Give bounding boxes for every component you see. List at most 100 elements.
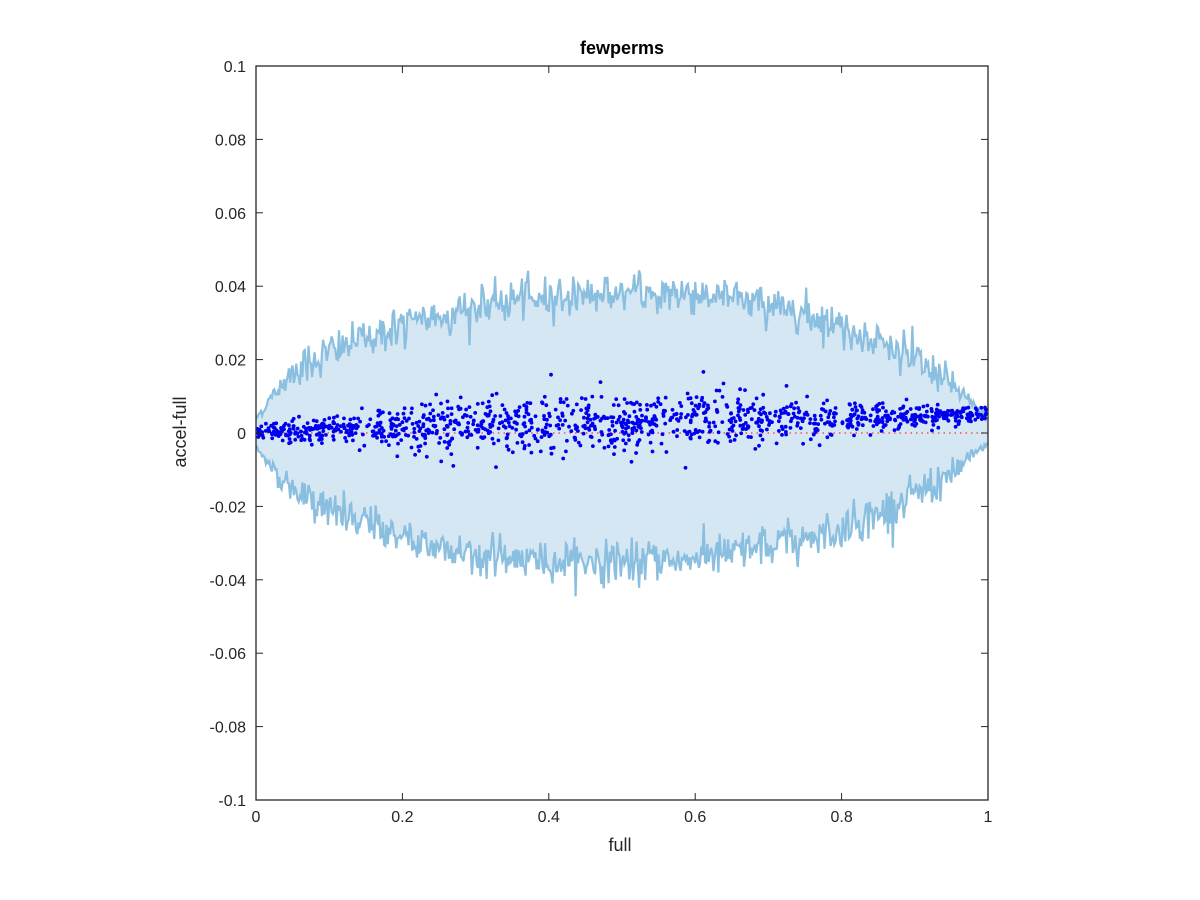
data-point xyxy=(528,401,533,406)
data-point xyxy=(860,415,865,420)
data-point xyxy=(287,437,292,441)
data-point xyxy=(496,426,501,431)
data-point xyxy=(471,422,476,427)
data-point xyxy=(402,406,407,411)
data-point xyxy=(736,397,741,402)
data-point xyxy=(850,407,855,412)
data-point xyxy=(506,414,510,418)
data-point xyxy=(738,387,742,392)
data-point xyxy=(275,429,280,434)
data-point xyxy=(351,426,355,431)
data-point xyxy=(768,411,772,416)
data-point xyxy=(327,416,332,421)
data-point xyxy=(410,406,414,411)
data-point xyxy=(682,429,687,433)
data-point xyxy=(503,418,508,423)
data-point xyxy=(612,437,616,442)
data-point xyxy=(446,406,450,411)
data-point xyxy=(394,433,399,437)
data-point xyxy=(731,423,736,428)
data-point xyxy=(352,416,356,421)
data-point xyxy=(590,394,595,399)
data-point xyxy=(264,421,268,426)
data-point xyxy=(572,435,577,440)
data-point xyxy=(713,399,717,404)
data-point xyxy=(548,432,553,437)
data-point xyxy=(635,443,640,447)
data-point xyxy=(652,402,657,407)
data-point xyxy=(512,420,517,425)
data-point xyxy=(538,449,543,454)
data-point xyxy=(388,418,393,423)
data-point xyxy=(760,428,764,433)
data-point xyxy=(545,417,549,422)
data-point xyxy=(703,419,707,424)
data-point xyxy=(727,418,732,423)
data-point xyxy=(376,413,381,418)
y-tick-label: 0.02 xyxy=(215,353,246,370)
data-point xyxy=(638,408,643,412)
data-point xyxy=(855,408,859,413)
data-point xyxy=(788,404,793,409)
data-point xyxy=(498,414,503,418)
data-point xyxy=(741,423,746,427)
data-point xyxy=(500,403,505,407)
data-point xyxy=(393,428,398,433)
data-point xyxy=(416,424,421,428)
data-point xyxy=(892,428,897,432)
data-point xyxy=(640,418,645,423)
data-point xyxy=(269,423,274,428)
data-point xyxy=(424,454,429,459)
data-point xyxy=(871,424,876,428)
data-point xyxy=(944,416,948,420)
data-point xyxy=(654,423,659,428)
data-point xyxy=(488,409,493,414)
data-point xyxy=(853,401,857,406)
data-point xyxy=(706,406,711,410)
data-point xyxy=(316,424,321,428)
data-point xyxy=(441,415,446,420)
data-point xyxy=(349,423,354,428)
y-tick-label: -0.08 xyxy=(210,720,247,737)
data-point xyxy=(644,416,648,421)
data-point xyxy=(792,406,796,411)
data-point xyxy=(953,418,958,423)
data-point xyxy=(513,409,517,414)
data-point xyxy=(734,433,738,438)
data-point xyxy=(813,427,818,432)
data-point xyxy=(950,408,955,413)
data-point xyxy=(668,418,673,423)
data-point xyxy=(307,433,312,438)
data-point xyxy=(813,421,818,426)
data-point xyxy=(311,418,316,423)
data-point xyxy=(796,406,800,410)
data-point xyxy=(436,413,441,417)
data-point xyxy=(871,407,875,412)
data-point xyxy=(578,443,583,448)
y-tick-label: 0.06 xyxy=(215,206,246,223)
data-point xyxy=(687,429,692,434)
data-point xyxy=(491,441,496,446)
data-point xyxy=(376,408,381,413)
data-point xyxy=(438,436,443,440)
data-point xyxy=(283,421,288,426)
data-point xyxy=(592,424,597,429)
data-point xyxy=(439,459,444,464)
data-point xyxy=(404,419,409,423)
data-point xyxy=(564,449,568,454)
data-point xyxy=(773,413,777,418)
data-point xyxy=(456,421,460,426)
data-point xyxy=(813,430,818,435)
data-point xyxy=(440,411,445,415)
data-point xyxy=(493,414,497,418)
data-point xyxy=(423,403,428,408)
data-point xyxy=(632,409,637,414)
data-point xyxy=(542,433,547,437)
data-point xyxy=(435,429,439,433)
data-point xyxy=(896,414,900,419)
data-point xyxy=(295,426,300,431)
data-point xyxy=(880,419,885,424)
data-point xyxy=(379,439,384,444)
data-point xyxy=(979,405,984,410)
